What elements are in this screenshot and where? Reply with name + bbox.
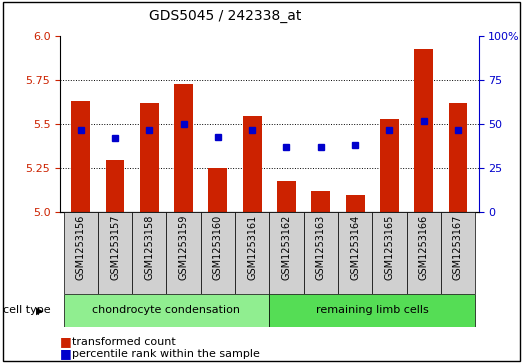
Text: ■: ■ [60, 335, 72, 348]
Text: GDS5045 / 242338_at: GDS5045 / 242338_at [149, 9, 301, 23]
Bar [338, 212, 372, 294]
Text: remaining limb cells: remaining limb cells [316, 305, 429, 315]
Text: ■: ■ [60, 347, 72, 360]
Bar [64, 294, 269, 327]
Bar [243, 115, 262, 212]
Bar [166, 212, 201, 294]
Bar [449, 103, 468, 212]
Bar [140, 103, 159, 212]
Text: transformed count: transformed count [72, 337, 176, 347]
Bar [235, 212, 269, 294]
Bar [372, 212, 406, 294]
Bar [277, 181, 296, 212]
Bar [64, 212, 98, 294]
Text: GSM1253156: GSM1253156 [76, 215, 86, 280]
Bar [441, 212, 475, 294]
Bar [174, 84, 193, 212]
Bar [209, 168, 228, 212]
Text: GSM1253167: GSM1253167 [453, 215, 463, 280]
Text: GSM1253159: GSM1253159 [179, 215, 189, 280]
Bar [304, 212, 338, 294]
Bar [98, 212, 132, 294]
Bar [71, 101, 90, 212]
Text: ▶: ▶ [36, 305, 43, 315]
Text: GSM1253161: GSM1253161 [247, 215, 257, 280]
Text: GSM1253157: GSM1253157 [110, 215, 120, 280]
Text: chondrocyte condensation: chondrocyte condensation [93, 305, 241, 315]
Bar [346, 195, 365, 212]
Text: GSM1253160: GSM1253160 [213, 215, 223, 280]
Bar [311, 191, 330, 212]
Bar [201, 212, 235, 294]
Bar [269, 212, 304, 294]
Bar [132, 212, 166, 294]
Text: GSM1253162: GSM1253162 [281, 215, 291, 280]
Text: GSM1253166: GSM1253166 [419, 215, 429, 280]
Bar [406, 212, 441, 294]
Text: GSM1253165: GSM1253165 [384, 215, 394, 280]
Bar [269, 294, 475, 327]
Text: percentile rank within the sample: percentile rank within the sample [72, 349, 260, 359]
Text: GSM1253164: GSM1253164 [350, 215, 360, 280]
Bar [414, 49, 433, 212]
Bar [380, 119, 399, 212]
Bar [106, 160, 124, 212]
Text: GSM1253158: GSM1253158 [144, 215, 154, 280]
Text: cell type: cell type [3, 305, 50, 315]
Text: GSM1253163: GSM1253163 [316, 215, 326, 280]
